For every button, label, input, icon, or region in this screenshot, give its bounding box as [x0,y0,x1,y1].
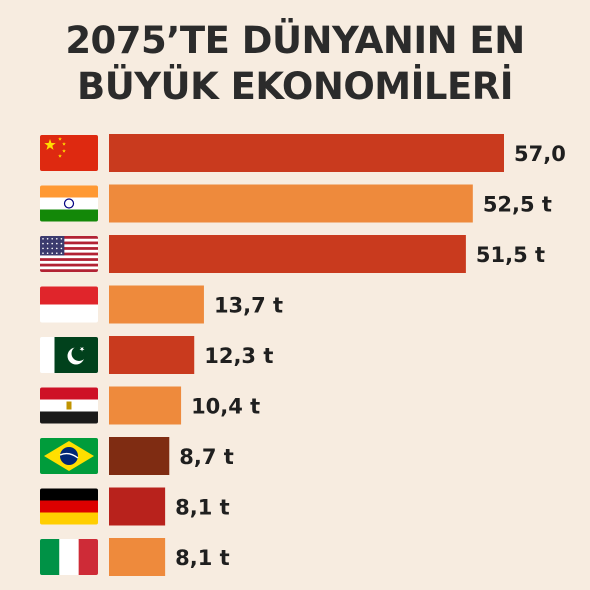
value-label: 8,7 t [179,445,234,469]
bar-usa [109,235,466,273]
flag-indonesia [40,286,98,323]
value-label: 52,5 t [483,193,552,217]
flag-brazil [40,438,98,474]
flag-pakistan [40,337,98,373]
flag-china [40,135,98,171]
bar-egypt [109,386,182,425]
value-label: 8,1 t [175,546,230,570]
value-label: 57,0 [514,142,566,166]
chart-title: 2075’TE DÜNYANIN EN BÜYÜK EKONOMİLERİ [0,18,590,110]
flag-usa [40,236,98,272]
bar-italy [109,538,166,576]
value-label: 51,5 t [476,243,545,267]
bar-germany [109,487,166,526]
value-label: 10,4 t [191,395,260,419]
bar-china [109,134,504,172]
value-label: 8,1 t [175,496,230,520]
title-line-1: 2075’TE DÜNYANIN EN [65,19,525,62]
title-line-2: BÜYÜK EKONOMİLERİ [77,65,514,108]
bar-pakistan [109,336,195,374]
flag-egypt [40,387,98,424]
flag-germany [40,488,98,525]
value-label: 12,3 t [204,344,273,368]
bar-indonesia [109,285,204,324]
bar-brazil [109,437,170,475]
flag-india [40,185,98,222]
bar-india [109,184,473,223]
flag-italy [40,539,98,575]
value-label: 13,7 t [214,294,283,318]
